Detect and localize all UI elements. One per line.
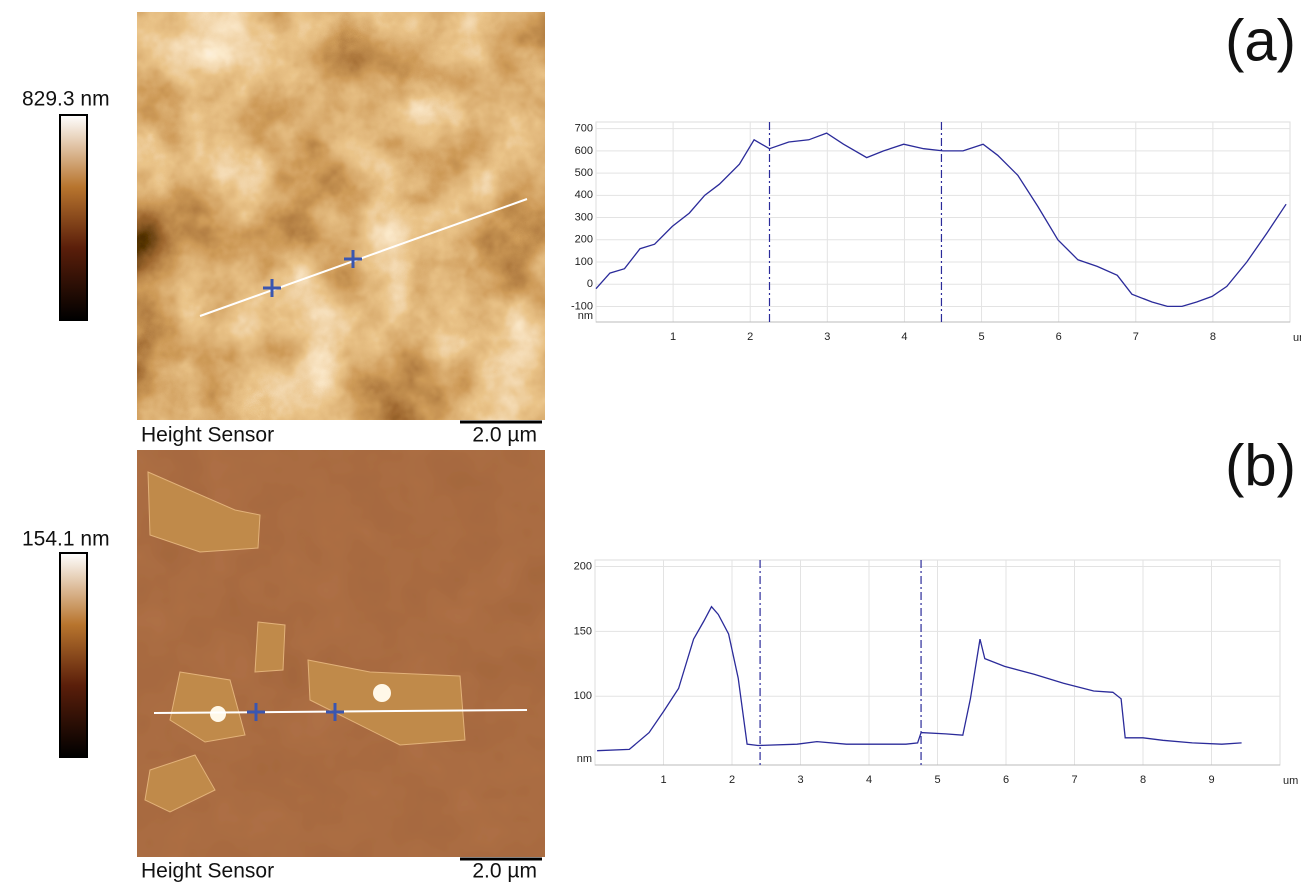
colorbar-max: 154.1 nm — [22, 528, 110, 551]
x-axis-unit: um — [1293, 332, 1301, 344]
x-tick-label: 1 — [670, 331, 676, 343]
x-tick-label: 2 — [729, 774, 735, 786]
x-tick-label: 6 — [1003, 774, 1009, 786]
x-axis-unit: um — [1283, 775, 1298, 787]
x-tick-label: 3 — [824, 331, 830, 343]
profile-line — [199, 198, 528, 317]
y-tick-label: 400 — [575, 189, 593, 201]
scale-bar-label: 2.0 µm — [472, 424, 537, 447]
x-tick-label: 4 — [866, 774, 872, 786]
scale-bar-label: 2.0 µm — [472, 860, 537, 883]
y-axis-unit: nm — [577, 753, 592, 765]
x-tick-label: 3 — [797, 774, 803, 786]
y-tick-label: 200 — [574, 560, 592, 572]
profile-line — [597, 605, 1242, 752]
x-tick-label: 1 — [660, 774, 666, 786]
plot-area — [595, 121, 1291, 323]
y-tick-label: 100 — [575, 256, 593, 268]
y-tick-label: 200 — [575, 234, 593, 246]
bright-spot — [210, 706, 226, 722]
x-tick-label: 4 — [901, 331, 907, 343]
x-tick-label: 7 — [1133, 331, 1139, 343]
x-tick-label: 8 — [1210, 331, 1216, 343]
y-tick-label: 700 — [575, 123, 593, 135]
x-tick-label: 5 — [978, 331, 984, 343]
colorbar-max: 829.3 nm — [22, 88, 110, 111]
y-tick-label: 300 — [575, 211, 593, 223]
x-tick-label: 7 — [1071, 774, 1077, 786]
cursor-cross — [263, 250, 362, 297]
x-tick-label: 6 — [1056, 331, 1062, 343]
y-tick-label: 150 — [574, 625, 592, 637]
x-tick-label: 8 — [1140, 774, 1146, 786]
y-tick-label: 0 — [587, 278, 593, 290]
afm-image — [137, 12, 545, 420]
x-tick-label: 2 — [747, 331, 753, 343]
y-axis-unit: nm — [578, 310, 593, 322]
x-tick-label: 9 — [1208, 774, 1214, 786]
y-tick-label: 500 — [575, 167, 593, 179]
bright-spot — [373, 684, 391, 702]
y-tick-label: 600 — [575, 145, 593, 157]
image-caption: Height Sensor — [141, 424, 274, 447]
x-tick-label: 5 — [934, 774, 940, 786]
colorbar — [59, 114, 88, 321]
cursor-cross — [247, 703, 344, 721]
profile-line — [595, 132, 1287, 308]
y-tick-label: -100 — [571, 300, 593, 312]
colorbar — [59, 552, 88, 758]
y-tick-label: 100 — [574, 690, 592, 702]
panel-label: (b) — [1225, 433, 1296, 498]
image-caption: Height Sensor — [141, 860, 274, 883]
panel-label: (a) — [1225, 8, 1296, 73]
